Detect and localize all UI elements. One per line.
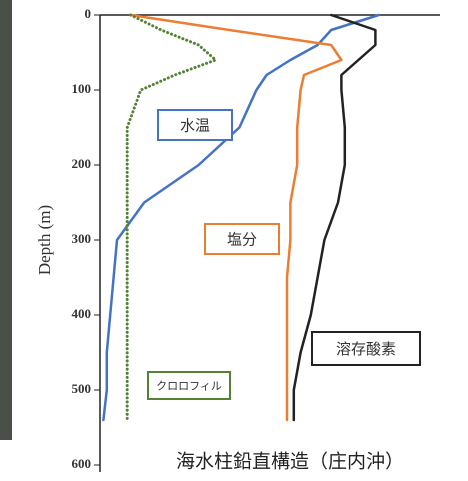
legend-label: 塩分: [227, 231, 257, 249]
caption: 海水柱鉛直構造（庄内沖）: [176, 451, 404, 473]
y-tick-label: 400: [72, 306, 92, 321]
legend-label: 水温: [180, 117, 210, 135]
y-tick-label: 300: [72, 231, 92, 246]
page: {"chart_data": {"type": "line", "caption…: [0, 0, 468, 476]
legend-label: 溶存酸素: [336, 340, 396, 358]
series-line: [127, 15, 215, 420]
series-line: [131, 15, 342, 420]
y-axis-label: Depth (m): [35, 205, 54, 275]
chart: Depth (m) 0 100 200 300 400 500 600 水温塩分溶存酸素クロロ…: [0, 0, 468, 476]
legend-label: クロロフィル: [156, 380, 222, 393]
photo-strip: [0, 0, 12, 440]
y-tick-label: 600: [72, 456, 92, 471]
y-tick-label: 0: [85, 6, 92, 21]
y-tick-label: 500: [72, 381, 92, 396]
y-tick-label: 200: [72, 156, 92, 171]
y-tick-label: 100: [72, 81, 92, 96]
